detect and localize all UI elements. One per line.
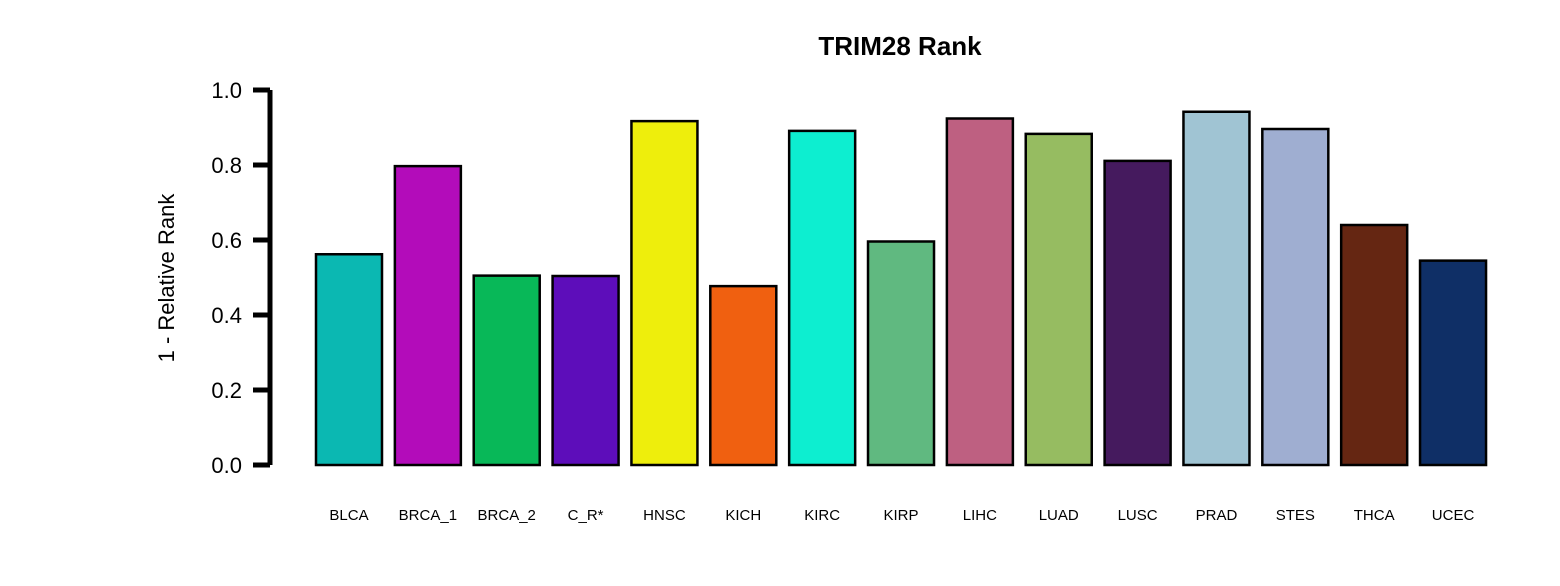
bar-kirc: [787, 129, 857, 467]
x-tick-label: LUSC: [1118, 507, 1158, 524]
bar-blca: [314, 253, 384, 467]
x-tick-label: KIRC: [804, 507, 840, 524]
bar-kirp: [866, 240, 936, 467]
bar-stes: [1261, 127, 1330, 467]
x-tick-label: BRCA_1: [399, 507, 457, 524]
bars-group: [314, 110, 1488, 467]
y-tick-label: 0.2: [211, 378, 242, 403]
bar-hnsc: [630, 119, 699, 467]
bar-brca-1: [393, 164, 463, 467]
x-tick-label: THCA: [1354, 507, 1395, 524]
bar-lihc: [945, 117, 1015, 467]
x-tick-label: KIRP: [884, 507, 919, 524]
y-tick-label: 0.6: [211, 228, 242, 253]
x-tick-label: C_R*: [568, 507, 604, 524]
x-tick-label: BLCA: [329, 507, 368, 524]
y-tick-label: 0.4: [211, 303, 242, 328]
x-tick-label: STES: [1276, 507, 1315, 524]
chart-title: TRIM28 Rank: [818, 31, 982, 61]
y-tick-label: 0.8: [211, 153, 242, 178]
x-tick-label: BRCA_2: [478, 507, 536, 524]
bar-luad: [1024, 132, 1093, 467]
x-tick-label: LUAD: [1039, 507, 1079, 524]
y-axis: 0.0 0.2 0.4 0.6 0.8 1.0: [211, 78, 273, 478]
x-tick-label: HNSC: [643, 507, 686, 524]
y-tick-label: 0.0: [211, 453, 242, 478]
bar-ucec: [1418, 259, 1488, 467]
x-tick-label: KICH: [725, 507, 761, 524]
x-tick-label: UCEC: [1432, 507, 1475, 524]
bar-thca: [1339, 223, 1409, 467]
bar-lusc: [1103, 159, 1172, 467]
x-axis-labels: BLCA BRCA_1 BRCA_2 C_R* HNSC KICH KIRC KIRP LIHC…: [329, 507, 1474, 524]
bar-brca-2: [472, 274, 541, 467]
y-tick-label: 1.0: [211, 78, 242, 103]
y-axis-label: 1 - Relative Rank: [154, 193, 179, 363]
bar-c-r: [551, 274, 620, 467]
bar-kich: [709, 284, 778, 467]
x-tick-label: PRAD: [1196, 507, 1238, 524]
bar-prad: [1182, 110, 1251, 467]
x-tick-label: LIHC: [963, 507, 997, 524]
